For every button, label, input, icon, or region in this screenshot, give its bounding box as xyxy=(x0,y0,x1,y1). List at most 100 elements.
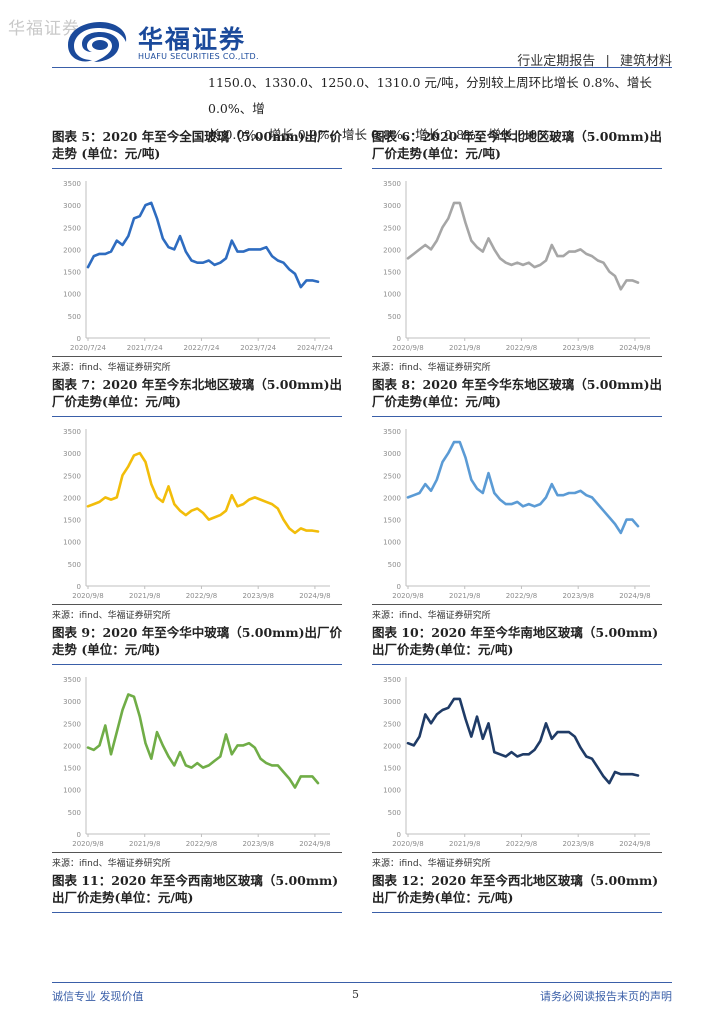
x-tick-label: 2020/9/8 xyxy=(392,344,423,352)
y-tick-label: 3000 xyxy=(63,698,81,706)
figure-bottom-rule xyxy=(52,604,342,605)
chart-container: 0 500 1000 1500 2000 2500 3000 3500 2020/9/8 2021… xyxy=(372,421,662,604)
price-line-chart: 0 500 1000 1500 2000 2500 3000 3500 2020/9/8 2021… xyxy=(63,428,330,600)
x-tick-label: 2021/7/24 xyxy=(127,344,163,352)
figure-title: 图表 10：2020 年至今华南地区玻璃（5.00mm)出厂价走势(单位：元/吨… xyxy=(372,625,659,657)
intro-paragraph: 1150.0、1330.0、1250.0、1310.0 元/吨，分别较上周环比增… xyxy=(208,70,672,148)
y-tick-label: 3500 xyxy=(63,428,81,436)
y-tick-label: 2500 xyxy=(63,224,81,232)
figure-7: 图表 7：2020 年至今东北地区玻璃（5.00mm)出厂价走势(单位：元/吨)… xyxy=(52,376,342,621)
y-tick-label: 500 xyxy=(388,313,401,321)
y-tick-label: 2500 xyxy=(383,720,401,728)
y-tick-label: 1500 xyxy=(63,269,81,277)
y-tick-label: 500 xyxy=(388,809,401,817)
y-tick-label: 3500 xyxy=(383,180,401,188)
page-number: 5 xyxy=(352,988,359,1001)
price-line-chart: 0 500 1000 1500 2000 2500 3000 3500 2020/9/8 2021… xyxy=(383,428,650,600)
y-tick-label: 3500 xyxy=(63,180,81,188)
y-tick-label: 2500 xyxy=(383,224,401,232)
header-separator: | xyxy=(605,54,610,69)
x-tick-label: 2023/9/8 xyxy=(562,840,593,848)
price-series-line xyxy=(86,693,320,789)
figure-top-rule xyxy=(52,664,342,665)
figure-bottom-rule xyxy=(372,356,662,357)
figure-source: 来源：ifind、华福证券研究所 xyxy=(372,859,491,869)
x-tick-label: 2023/9/8 xyxy=(562,344,593,352)
price-line-chart: 0 500 1000 1500 2000 2500 3000 3500 2020/9/8 2021… xyxy=(383,180,650,352)
x-tick-label: 2024/9/8 xyxy=(299,840,330,848)
price-series-line xyxy=(406,201,640,291)
figure-title: 图表 11：2020 年至今西南地区玻璃（5.00mm)出厂价走势(单位：元/吨… xyxy=(52,873,339,905)
company-logo: 华福证券 HUAFU SECURITIES CO.,LTD. xyxy=(64,18,274,68)
y-tick-label: 3500 xyxy=(383,676,401,684)
y-tick-label: 500 xyxy=(388,561,401,569)
x-tick-label: 2022/9/8 xyxy=(506,592,537,600)
figure-bottom-rule xyxy=(372,604,662,605)
y-tick-label: 2500 xyxy=(63,472,81,480)
figure-top-rule xyxy=(52,168,342,169)
price-line-chart: 0 500 1000 1500 2000 2500 3000 3500 2020/7/24 202… xyxy=(63,180,333,352)
x-tick-label: 2024/9/8 xyxy=(619,840,650,848)
figure-9: 图表 9：2020 年至今华中玻璃（5.00mm)出厂价走势 (单位：元/吨) … xyxy=(52,624,342,869)
price-line-chart: 0 500 1000 1500 2000 2500 3000 3500 2020/9/8 2021… xyxy=(383,676,650,848)
figure-top-rule xyxy=(372,168,662,169)
footer-slogan: 诚信专业 发现价值 xyxy=(52,990,144,1003)
x-tick-label: 2023/9/8 xyxy=(242,840,273,848)
price-series-line xyxy=(86,451,320,535)
y-tick-label: 500 xyxy=(68,313,81,321)
y-tick-label: 3000 xyxy=(63,450,81,458)
y-tick-label: 3000 xyxy=(383,450,401,458)
y-tick-label: 1000 xyxy=(63,787,81,795)
x-tick-label: 2022/9/8 xyxy=(506,344,537,352)
figure-bottom-rule xyxy=(372,852,662,853)
y-tick-label: 1500 xyxy=(383,269,401,277)
chart-container: 0 500 1000 1500 2000 2500 3000 3500 2020/9/8 2021… xyxy=(372,669,662,852)
header-divider xyxy=(52,67,672,68)
x-tick-label: 2021/9/8 xyxy=(449,344,480,352)
y-tick-label: 0 xyxy=(77,831,81,839)
x-tick-label: 2020/9/8 xyxy=(72,840,103,848)
figure-top-rule xyxy=(372,416,662,417)
logo-name-cn: 华福证券 xyxy=(138,25,247,54)
figure-10: 图表 10：2020 年至今华南地区玻璃（5.00mm)出厂价走势(单位：元/吨… xyxy=(372,624,662,869)
y-tick-label: 1500 xyxy=(63,517,81,525)
figure-11: 图表 11：2020 年至今西南地区玻璃（5.00mm)出厂价走势(单位：元/吨… xyxy=(52,872,342,913)
figure-top-rule xyxy=(52,416,342,417)
x-tick-label: 2023/9/8 xyxy=(242,592,273,600)
x-tick-label: 2020/9/8 xyxy=(392,840,423,848)
y-tick-label: 2000 xyxy=(383,494,401,502)
y-tick-label: 2500 xyxy=(383,472,401,480)
y-tick-label: 2000 xyxy=(63,494,81,502)
figure-source: 来源：ifind、华福证券研究所 xyxy=(52,611,171,621)
x-tick-label: 2023/9/8 xyxy=(562,592,593,600)
x-tick-label: 2022/7/24 xyxy=(184,344,220,352)
y-tick-label: 3500 xyxy=(63,676,81,684)
figure-bottom-rule xyxy=(52,852,342,853)
x-tick-label: 2022/9/8 xyxy=(186,592,217,600)
y-tick-label: 2500 xyxy=(63,720,81,728)
y-tick-label: 500 xyxy=(68,561,81,569)
figure-bottom-rule xyxy=(52,356,342,357)
figure-source: 来源：ifind、华福证券研究所 xyxy=(372,611,491,621)
price-series-line xyxy=(406,697,640,785)
logo-mark-icon xyxy=(68,22,127,62)
report-type: 行业定期报告 xyxy=(517,54,596,69)
figure-source: 来源：ifind、华福证券研究所 xyxy=(52,859,171,869)
figure-title: 图表 9：2020 年至今华中玻璃（5.00mm)出厂价走势 (单位：元/吨) xyxy=(52,625,343,657)
y-tick-label: 1000 xyxy=(383,787,401,795)
figure-top-rule xyxy=(372,912,662,913)
figure-12: 图表 12：2020 年至今西北地区玻璃（5.00mm)出厂价走势(单位：元/吨… xyxy=(372,872,662,913)
figure-6: 图表 6：2020 年至今华北地区玻璃（5.00mm)出厂价走势(单位：元/吨)… xyxy=(372,128,662,373)
y-tick-label: 2000 xyxy=(63,742,81,750)
figure-top-rule xyxy=(52,912,342,913)
y-tick-label: 2000 xyxy=(63,246,81,254)
x-tick-label: 2021/9/8 xyxy=(449,592,480,600)
x-tick-label: 2020/9/8 xyxy=(392,592,423,600)
y-tick-label: 3000 xyxy=(63,202,81,210)
figure-title: 图表 6：2020 年至今华北地区玻璃（5.00mm)出厂价走势(单位：元/吨) xyxy=(372,129,663,161)
y-tick-label: 1500 xyxy=(63,765,81,773)
x-tick-label: 2021/9/8 xyxy=(449,840,480,848)
y-tick-label: 2000 xyxy=(383,742,401,750)
intro-line-1: 1150.0、1330.0、1250.0、1310.0 元/吨，分别较上周环比增… xyxy=(208,75,652,116)
y-tick-label: 1000 xyxy=(383,291,401,299)
